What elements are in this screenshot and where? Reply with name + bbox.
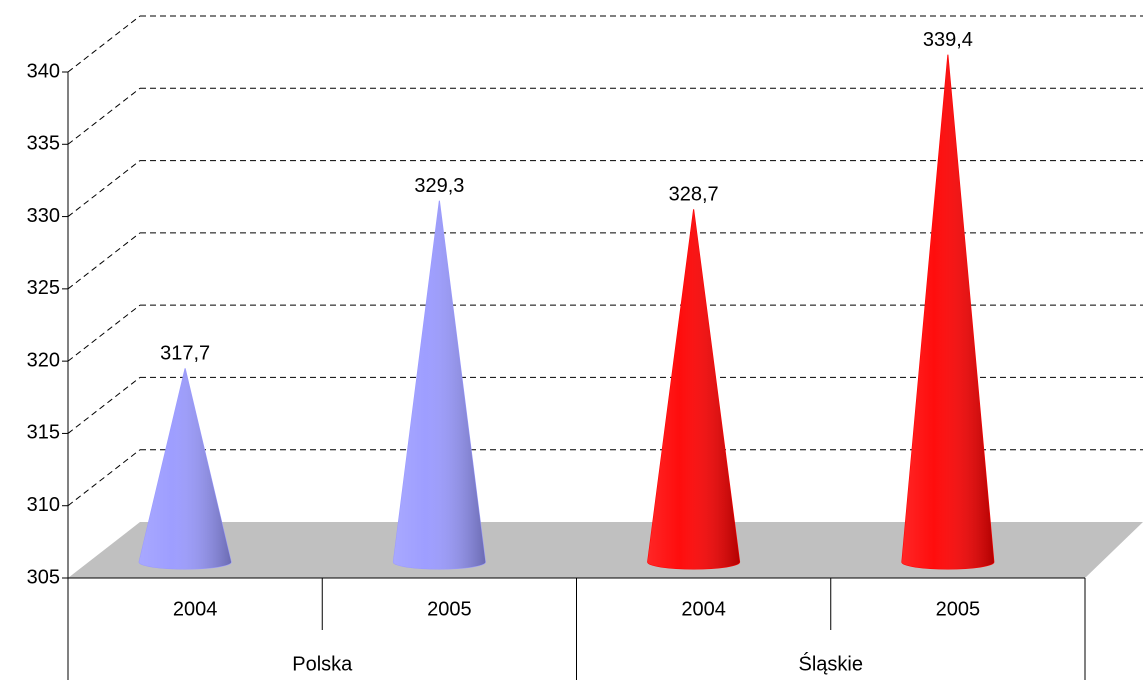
cone-shade <box>393 200 486 570</box>
cone <box>647 209 741 570</box>
cone <box>138 368 232 570</box>
floor <box>68 522 1143 578</box>
y-tick-label: 325 <box>27 277 60 299</box>
grid-line <box>67 304 141 362</box>
y-tick-label: 320 <box>27 349 60 371</box>
grid-line <box>67 160 141 217</box>
y-tick-label: 305 <box>27 566 60 588</box>
grid-line <box>67 87 141 145</box>
grid-line <box>67 449 141 507</box>
x-tick-label: 2005 <box>427 598 472 620</box>
grid-line <box>67 232 141 290</box>
plot-front: 305 310 315 320 325 330 335 340 2004 317,7 2005 329… <box>27 29 1086 680</box>
x-tick-label: 2004 <box>173 598 218 620</box>
group-label: Śląskie <box>799 651 863 675</box>
cone <box>392 200 486 570</box>
value-label: 328,7 <box>669 184 719 206</box>
x-tick-label: 2004 <box>681 598 726 620</box>
y-tick-label: 330 <box>27 205 60 227</box>
y-tick-label: 310 <box>27 494 60 516</box>
value-label: 339,4 <box>923 29 973 51</box>
grid-line <box>67 377 141 434</box>
y-tick-label: 340 <box>27 60 60 82</box>
grid-line <box>67 15 141 73</box>
value-label: 317,7 <box>160 343 210 365</box>
y-tick-label: 315 <box>27 422 60 444</box>
x-tick-label: 2005 <box>936 598 981 620</box>
cone-shade <box>139 368 232 570</box>
cone-shade <box>901 54 994 570</box>
value-label: 329,3 <box>414 175 464 197</box>
y-tick-label: 335 <box>27 133 60 155</box>
group-label: Polska <box>292 653 353 675</box>
cone <box>901 54 995 570</box>
cone-shade <box>647 209 740 569</box>
